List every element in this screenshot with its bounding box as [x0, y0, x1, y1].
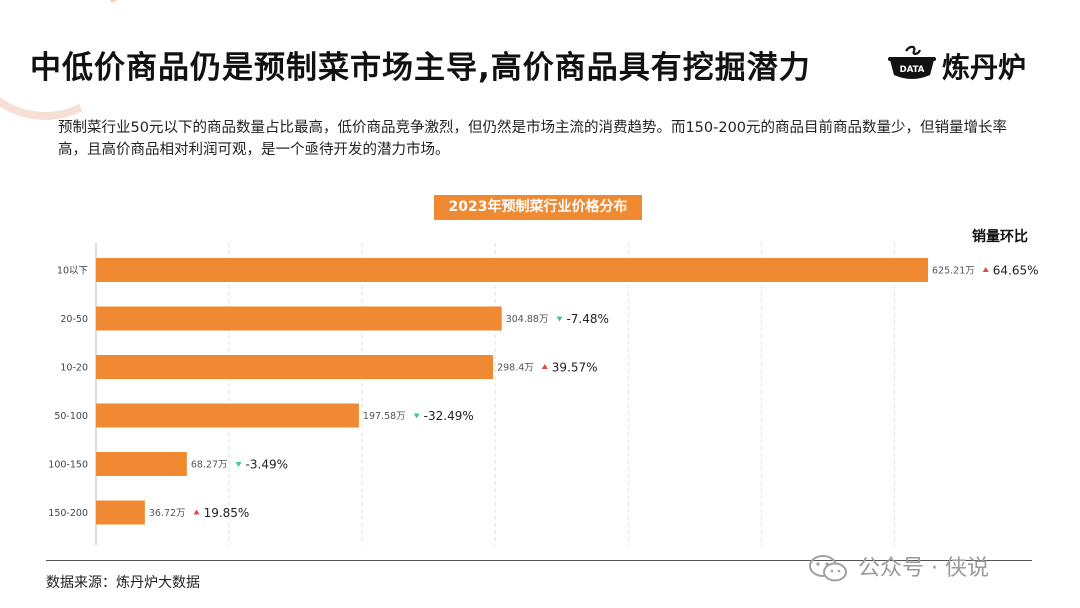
change-label: -3.49%: [246, 458, 288, 472]
chart-title: 2023年预制菜行业价格分布: [434, 195, 642, 220]
triangle-up-icon: [982, 267, 989, 272]
value-label: 68.27万: [191, 460, 228, 471]
page-title: 中低价商品仍是预制菜市场主导,高价商品具有挖掘潜力: [30, 50, 811, 86]
category-label: 20-50: [60, 314, 88, 325]
change-label: 64.65%: [993, 264, 1039, 278]
change-label: 19.85%: [204, 506, 250, 520]
footer-divider: [46, 560, 1032, 561]
change-label: 39.57%: [552, 361, 598, 375]
cooking-pot-icon: DATA: [888, 45, 936, 79]
category-label: 10以下: [57, 266, 88, 277]
bar: [96, 258, 928, 282]
watermark-text: 公众号 · 侠说: [858, 556, 989, 581]
description-text: 预制菜行业50元以下的商品数量占比最高，低价商品竞争激烈，但仍然是市场主流的消费…: [58, 120, 1008, 158]
value-label: 625.21万: [932, 266, 975, 277]
brand-name: 炼丹炉: [942, 51, 1027, 84]
bar: [96, 403, 359, 428]
source-note: 数据来源：炼丹炉大数据: [46, 575, 200, 591]
brand-icon-text: DATA: [900, 65, 925, 75]
triangle-up-icon: [541, 364, 548, 369]
value-label: 304.88万: [506, 314, 549, 325]
category-label: 10-20: [60, 363, 88, 374]
value-label: 36.72万: [149, 508, 186, 519]
bar: [96, 500, 145, 525]
category-label: 50-100: [54, 411, 88, 422]
category-label: 100-150: [48, 460, 88, 471]
triangle-down-icon: [235, 462, 242, 467]
category-label: 150-200: [48, 508, 88, 519]
legend-label: 销量环比: [972, 229, 1028, 245]
bar: [96, 355, 494, 379]
triangle-down-icon: [556, 316, 563, 322]
value-label: 298.4万: [497, 363, 534, 374]
watermark: 公众号 · 侠说: [808, 548, 1058, 584]
wechat-icon: [809, 555, 847, 582]
change-label: -7.48%: [566, 312, 608, 326]
bar: [96, 452, 187, 476]
bar: [96, 306, 502, 331]
triangle-down-icon: [413, 413, 420, 419]
brand-logo: DATA 炼丹炉: [886, 40, 1056, 88]
change-label: -32.49%: [424, 409, 474, 423]
triangle-up-icon: [193, 509, 200, 515]
value-label: 197.58万: [363, 411, 406, 422]
